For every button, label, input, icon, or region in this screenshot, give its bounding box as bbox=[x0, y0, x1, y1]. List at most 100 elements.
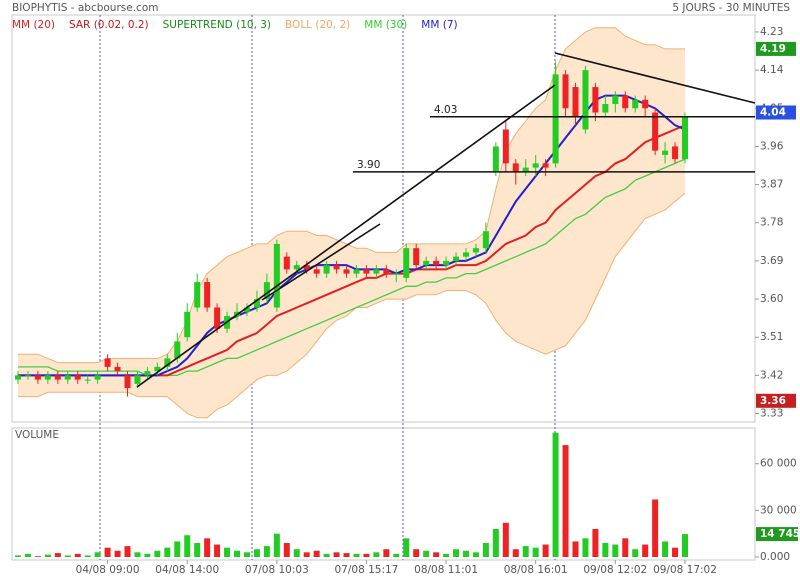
volume-bar bbox=[194, 543, 201, 557]
volume-bar bbox=[214, 544, 221, 557]
candle-body bbox=[214, 307, 221, 329]
candle-body bbox=[184, 311, 191, 338]
volume-bar bbox=[443, 553, 450, 557]
price-marker-label: 3.36 bbox=[760, 395, 786, 407]
volume-bar bbox=[273, 533, 280, 557]
candle-body bbox=[283, 256, 290, 270]
volume-bar bbox=[234, 550, 241, 557]
legend-entry: SUPERTREND (10, 3) bbox=[163, 19, 271, 31]
x-tick-label: 07/08 15:17 bbox=[335, 564, 399, 576]
candle-body bbox=[552, 74, 559, 164]
volume-bar bbox=[333, 552, 340, 557]
candle-body bbox=[263, 282, 270, 300]
volume-bar bbox=[682, 534, 688, 557]
y-tick-label: 0.000 bbox=[760, 551, 790, 563]
volume-bar bbox=[642, 544, 649, 557]
volume-bar bbox=[64, 555, 71, 557]
volume-bar bbox=[522, 546, 529, 557]
legend-entry: BOLL (20, 2) bbox=[285, 19, 350, 31]
x-tick-label: 09/08 12:02 bbox=[583, 564, 647, 576]
volume-marker bbox=[756, 527, 798, 542]
y-tick-label: 3.69 bbox=[760, 255, 783, 267]
volume-bar bbox=[303, 552, 310, 557]
price-marker bbox=[756, 105, 796, 120]
trend-line bbox=[554, 52, 756, 104]
volume-bar bbox=[602, 543, 609, 557]
candle-body bbox=[572, 87, 579, 117]
candle-body bbox=[542, 163, 549, 168]
candle-body bbox=[682, 116, 688, 160]
candle-body bbox=[293, 265, 300, 270]
x-tick-label: 08/08 16:01 bbox=[504, 564, 568, 576]
candle-body bbox=[15, 375, 21, 380]
level-label: 4.03 bbox=[434, 104, 457, 116]
volume-bar bbox=[124, 546, 131, 557]
candle-body bbox=[672, 146, 679, 160]
level-label: 3.90 bbox=[357, 159, 380, 171]
candle-body bbox=[433, 260, 440, 266]
candle-body bbox=[642, 99, 649, 109]
candle-body bbox=[532, 163, 539, 168]
candle-body bbox=[253, 299, 260, 308]
legend-entry: MM (20) bbox=[12, 19, 55, 31]
candle-body bbox=[562, 74, 569, 109]
volume-bar bbox=[403, 538, 410, 557]
volume-bar bbox=[612, 544, 619, 557]
candle-body bbox=[443, 260, 450, 266]
candle-body bbox=[652, 112, 659, 151]
bollinger-lower bbox=[18, 192, 686, 419]
candle-body bbox=[413, 248, 420, 266]
candle-body bbox=[104, 358, 111, 367]
price-marker-label: 4.04 bbox=[760, 107, 786, 119]
volume-bar bbox=[383, 549, 390, 557]
candle-body bbox=[662, 150, 669, 155]
volume-bar bbox=[84, 555, 91, 557]
candle-body bbox=[393, 273, 400, 275]
legend-entry: SAR (0.02, 0.2) bbox=[69, 19, 149, 31]
volume-bar bbox=[502, 522, 509, 557]
volume-bar bbox=[393, 553, 400, 557]
candle-body bbox=[353, 269, 360, 274]
candle-body bbox=[343, 269, 350, 274]
volume-bar bbox=[462, 550, 469, 557]
volume-bar bbox=[184, 535, 191, 557]
candle-body bbox=[273, 243, 280, 308]
candle-body bbox=[602, 104, 609, 113]
candle-body bbox=[114, 366, 121, 372]
volume-bar bbox=[453, 549, 460, 557]
candle-body bbox=[333, 265, 340, 270]
volume-bar bbox=[44, 554, 51, 557]
volume-bar bbox=[243, 552, 250, 557]
volume-bar bbox=[373, 552, 380, 557]
candle-body bbox=[54, 375, 61, 380]
candle-body bbox=[612, 95, 619, 105]
bollinger-fill bbox=[18, 27, 685, 418]
volume-bar bbox=[174, 541, 181, 557]
plot: 3.333.423.513.603.693.783.873.964.054.14… bbox=[12, 19, 800, 576]
volume-bar bbox=[154, 550, 161, 557]
volume-bar bbox=[253, 549, 260, 557]
volume-bar bbox=[144, 553, 151, 557]
volume-bar bbox=[552, 432, 559, 557]
x-tick-label: 09/08 17:02 bbox=[653, 564, 717, 576]
y-tick-label: 3.87 bbox=[760, 179, 783, 191]
y-tick-label: 3.96 bbox=[760, 140, 784, 152]
volume-bar bbox=[313, 550, 320, 557]
candle-body bbox=[74, 375, 81, 380]
volume-bar bbox=[482, 543, 489, 557]
volume-bar bbox=[24, 553, 31, 557]
legend-entry: MM (30) bbox=[364, 19, 407, 31]
volume-bar bbox=[632, 549, 639, 557]
candle-body bbox=[323, 265, 330, 274]
candle-body bbox=[204, 282, 211, 308]
legend-entry: MM (7) bbox=[421, 19, 457, 31]
volume-bar bbox=[662, 541, 669, 557]
candle-body bbox=[243, 307, 250, 312]
candle-body bbox=[383, 269, 390, 274]
chart-title: BIOPHYTIS - abcbourse.com bbox=[12, 2, 158, 14]
x-tick-label: 07/08 10:03 bbox=[245, 564, 309, 576]
candle-body bbox=[582, 70, 589, 130]
candle-body bbox=[512, 163, 519, 172]
candle-body bbox=[124, 375, 131, 389]
